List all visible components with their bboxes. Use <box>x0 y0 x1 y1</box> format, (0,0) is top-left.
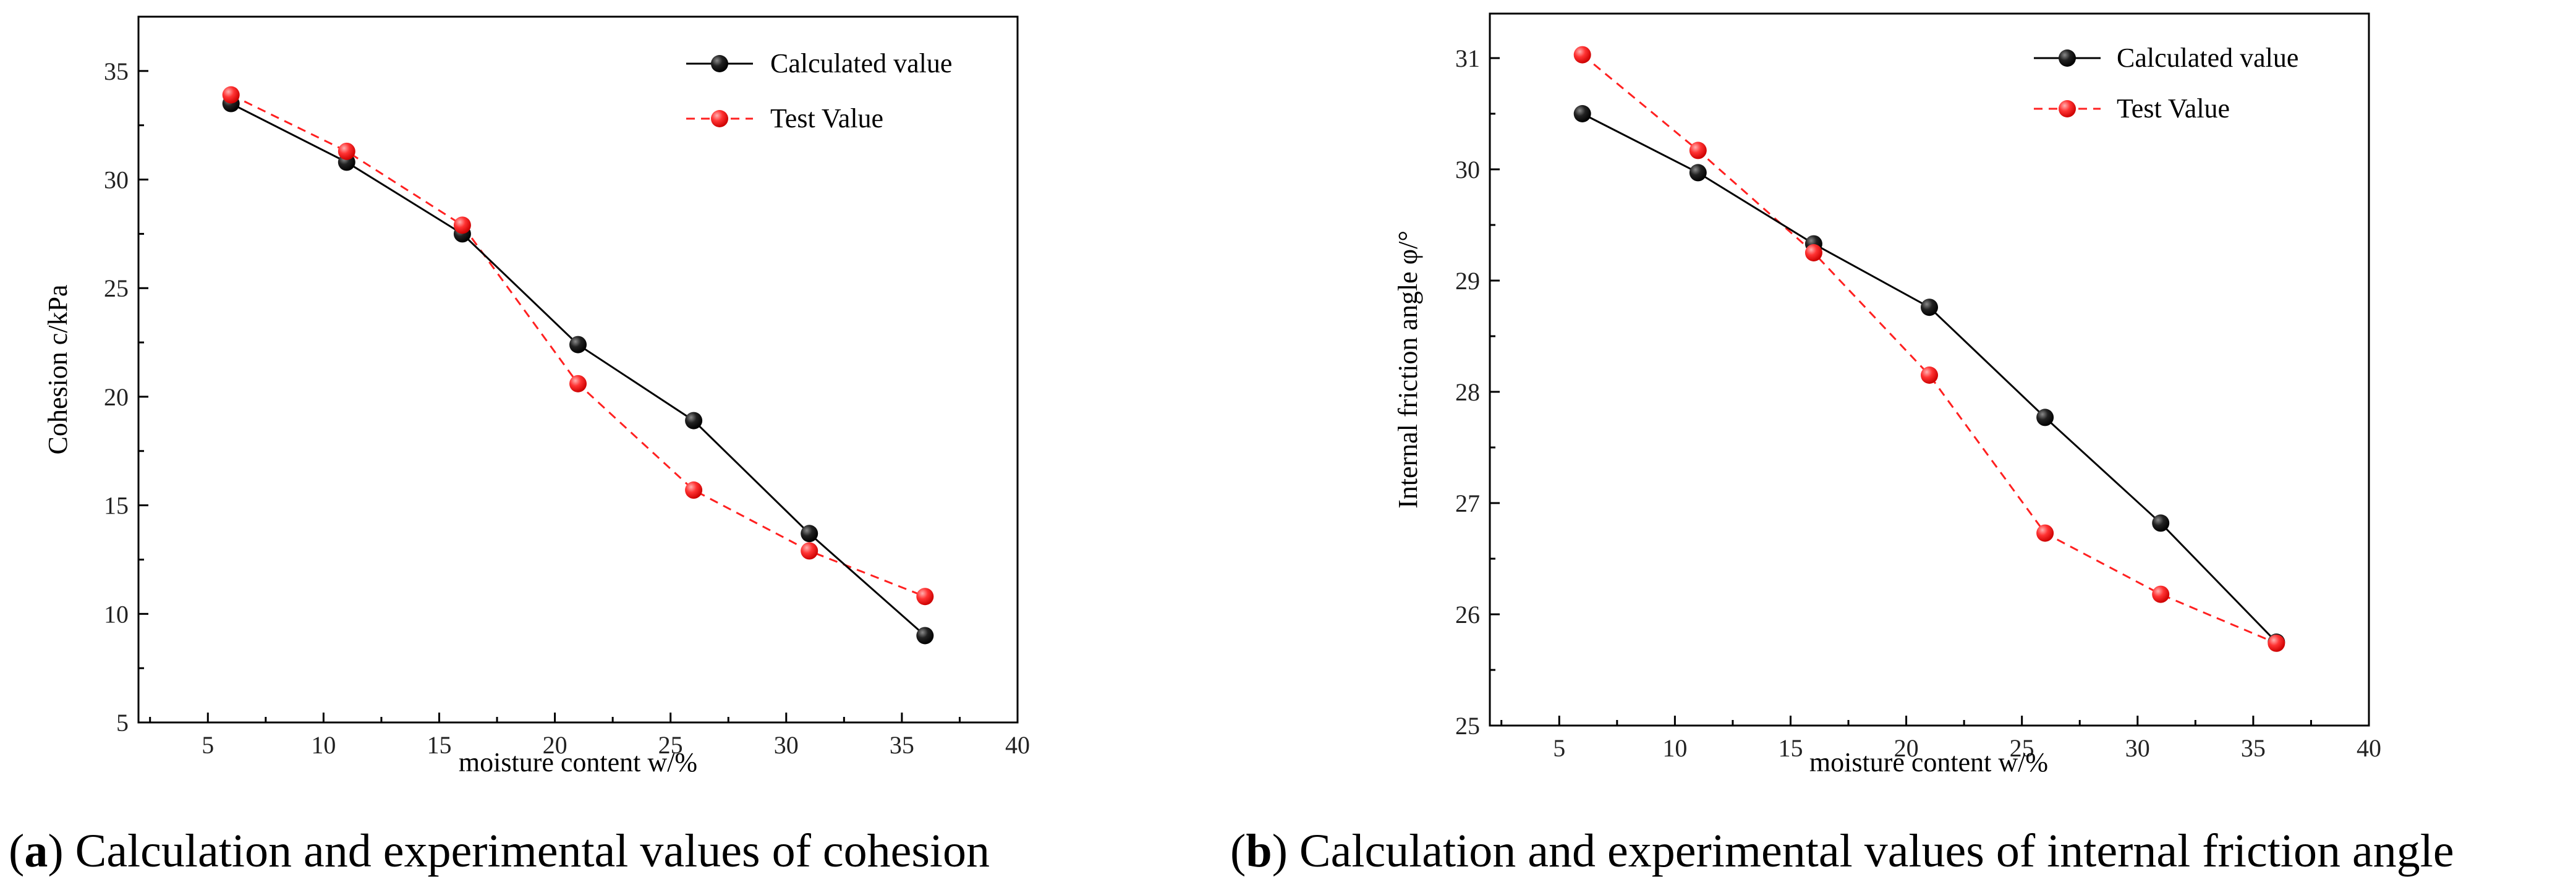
caption-a: (a) Calculation and experimental values … <box>9 825 990 877</box>
test-value-point <box>685 481 703 499</box>
legend-calculated-label: Calculated value <box>770 48 952 78</box>
x-tick-label: 30 <box>774 731 799 759</box>
calculated-value-point <box>685 412 703 430</box>
y-tick-label: 20 <box>104 383 129 411</box>
y-tick-label: 10 <box>104 600 129 628</box>
legend: Calculated value Test Value <box>686 48 952 133</box>
test-value-point <box>2036 524 2054 542</box>
y-tick-label: 29 <box>1455 267 1480 295</box>
x-tick-label: 5 <box>1553 734 1565 762</box>
test-value-point <box>222 86 240 104</box>
test-value-point <box>916 588 934 606</box>
y-axis: 5 10 15 20 25 30 35 <box>104 57 148 737</box>
y-tick-label: 26 <box>1455 601 1480 629</box>
y-tick-label: 30 <box>104 166 129 194</box>
test-value-point <box>569 375 587 392</box>
test-value-point <box>338 142 355 160</box>
x-axis: 5 10 15 20 25 30 35 40 <box>149 713 1030 759</box>
x-tick-label: 20 <box>543 731 567 759</box>
calculated-value-point <box>2152 514 2170 532</box>
y-axis-title: Internal friction angle φ/° <box>1393 231 1423 509</box>
y-tick-label: 35 <box>104 57 129 85</box>
x-axis: 5 10 15 20 25 30 35 40 <box>1500 716 2381 762</box>
test-value-point <box>453 216 471 234</box>
y-tick-label: 30 <box>1455 156 1480 184</box>
calculated-value-point <box>916 627 934 645</box>
plot-frame <box>137 15 1019 724</box>
x-tick-label: 10 <box>311 731 336 759</box>
calculated-value-point <box>2036 409 2054 426</box>
plot-frame <box>1489 12 2370 727</box>
calculated-value-point <box>1573 105 1591 122</box>
test-value-point <box>1689 142 1707 159</box>
x-tick-label: 10 <box>1662 734 1687 762</box>
test-value-point <box>1921 366 1938 384</box>
y-tick-label: 28 <box>1455 378 1480 406</box>
legend-calculated-marker <box>2059 49 2076 67</box>
caption-letter-b: b <box>1246 825 1272 877</box>
series-lines <box>231 94 926 637</box>
test-value-line <box>1581 54 2277 645</box>
series-points <box>222 86 934 645</box>
calculated-value-point <box>1689 164 1707 182</box>
legend-test-label: Test Value <box>770 103 883 133</box>
legend-calculated-label: Calculated value <box>2117 43 2298 73</box>
test-value-point <box>1573 46 1591 64</box>
x-tick-label: 15 <box>427 731 451 759</box>
y-tick-label: 27 <box>1455 489 1480 517</box>
x-tick-label: 25 <box>658 731 683 759</box>
caption-letter-a: a <box>24 825 48 877</box>
y-tick-label: 25 <box>104 274 129 302</box>
x-tick-label: 40 <box>1005 731 1030 759</box>
y-tick-label: 15 <box>104 492 129 520</box>
chart-panel-a: 5 10 15 20 25 30 35 5 10 15 20 25 30 35 40 Cohesion c… <box>9 15 1030 877</box>
series-lines <box>1581 54 2277 645</box>
y-axis-title: Cohesion c/kPa <box>43 285 73 455</box>
x-axis-title: moisture content w/% <box>459 747 697 777</box>
test-value-point <box>2268 634 2285 652</box>
legend-test-marker <box>2059 100 2076 117</box>
x-tick-label: 25 <box>2010 734 2034 762</box>
y-tick-label: 5 <box>116 709 129 737</box>
legend-calculated-marker <box>711 55 728 72</box>
legend: Calculated value Test Value <box>2034 43 2298 124</box>
test-value-point <box>801 542 818 560</box>
x-tick-label: 15 <box>1778 734 1803 762</box>
calculated-value-point <box>801 525 818 543</box>
calculated-value-point <box>1921 299 1938 316</box>
x-tick-label: 20 <box>1894 734 1919 762</box>
x-tick-label: 35 <box>890 731 914 759</box>
x-tick-label: 35 <box>2241 734 2266 762</box>
series-points <box>1573 46 2285 652</box>
y-tick-label: 31 <box>1455 44 1480 72</box>
x-tick-label: 5 <box>202 731 214 759</box>
calculated-value-point <box>569 336 587 354</box>
chart-panel-b: 25 26 27 28 29 30 31 5 10 15 20 25 30 35 40 Internal … <box>1230 12 2454 877</box>
legend-test-marker <box>711 110 728 127</box>
test-value-point <box>1804 244 1822 261</box>
test-value-point <box>2152 585 2170 603</box>
y-tick-label: 25 <box>1455 712 1480 740</box>
x-axis-title: moisture content w/% <box>1809 747 2048 777</box>
x-tick-label: 30 <box>2125 734 2150 762</box>
y-axis: 25 26 27 28 29 30 31 <box>1455 44 1500 740</box>
x-tick-label: 40 <box>2357 734 2381 762</box>
caption-b: (b) Calculation and experimental values … <box>1230 825 2454 877</box>
legend-test-label: Test Value <box>2117 93 2230 124</box>
